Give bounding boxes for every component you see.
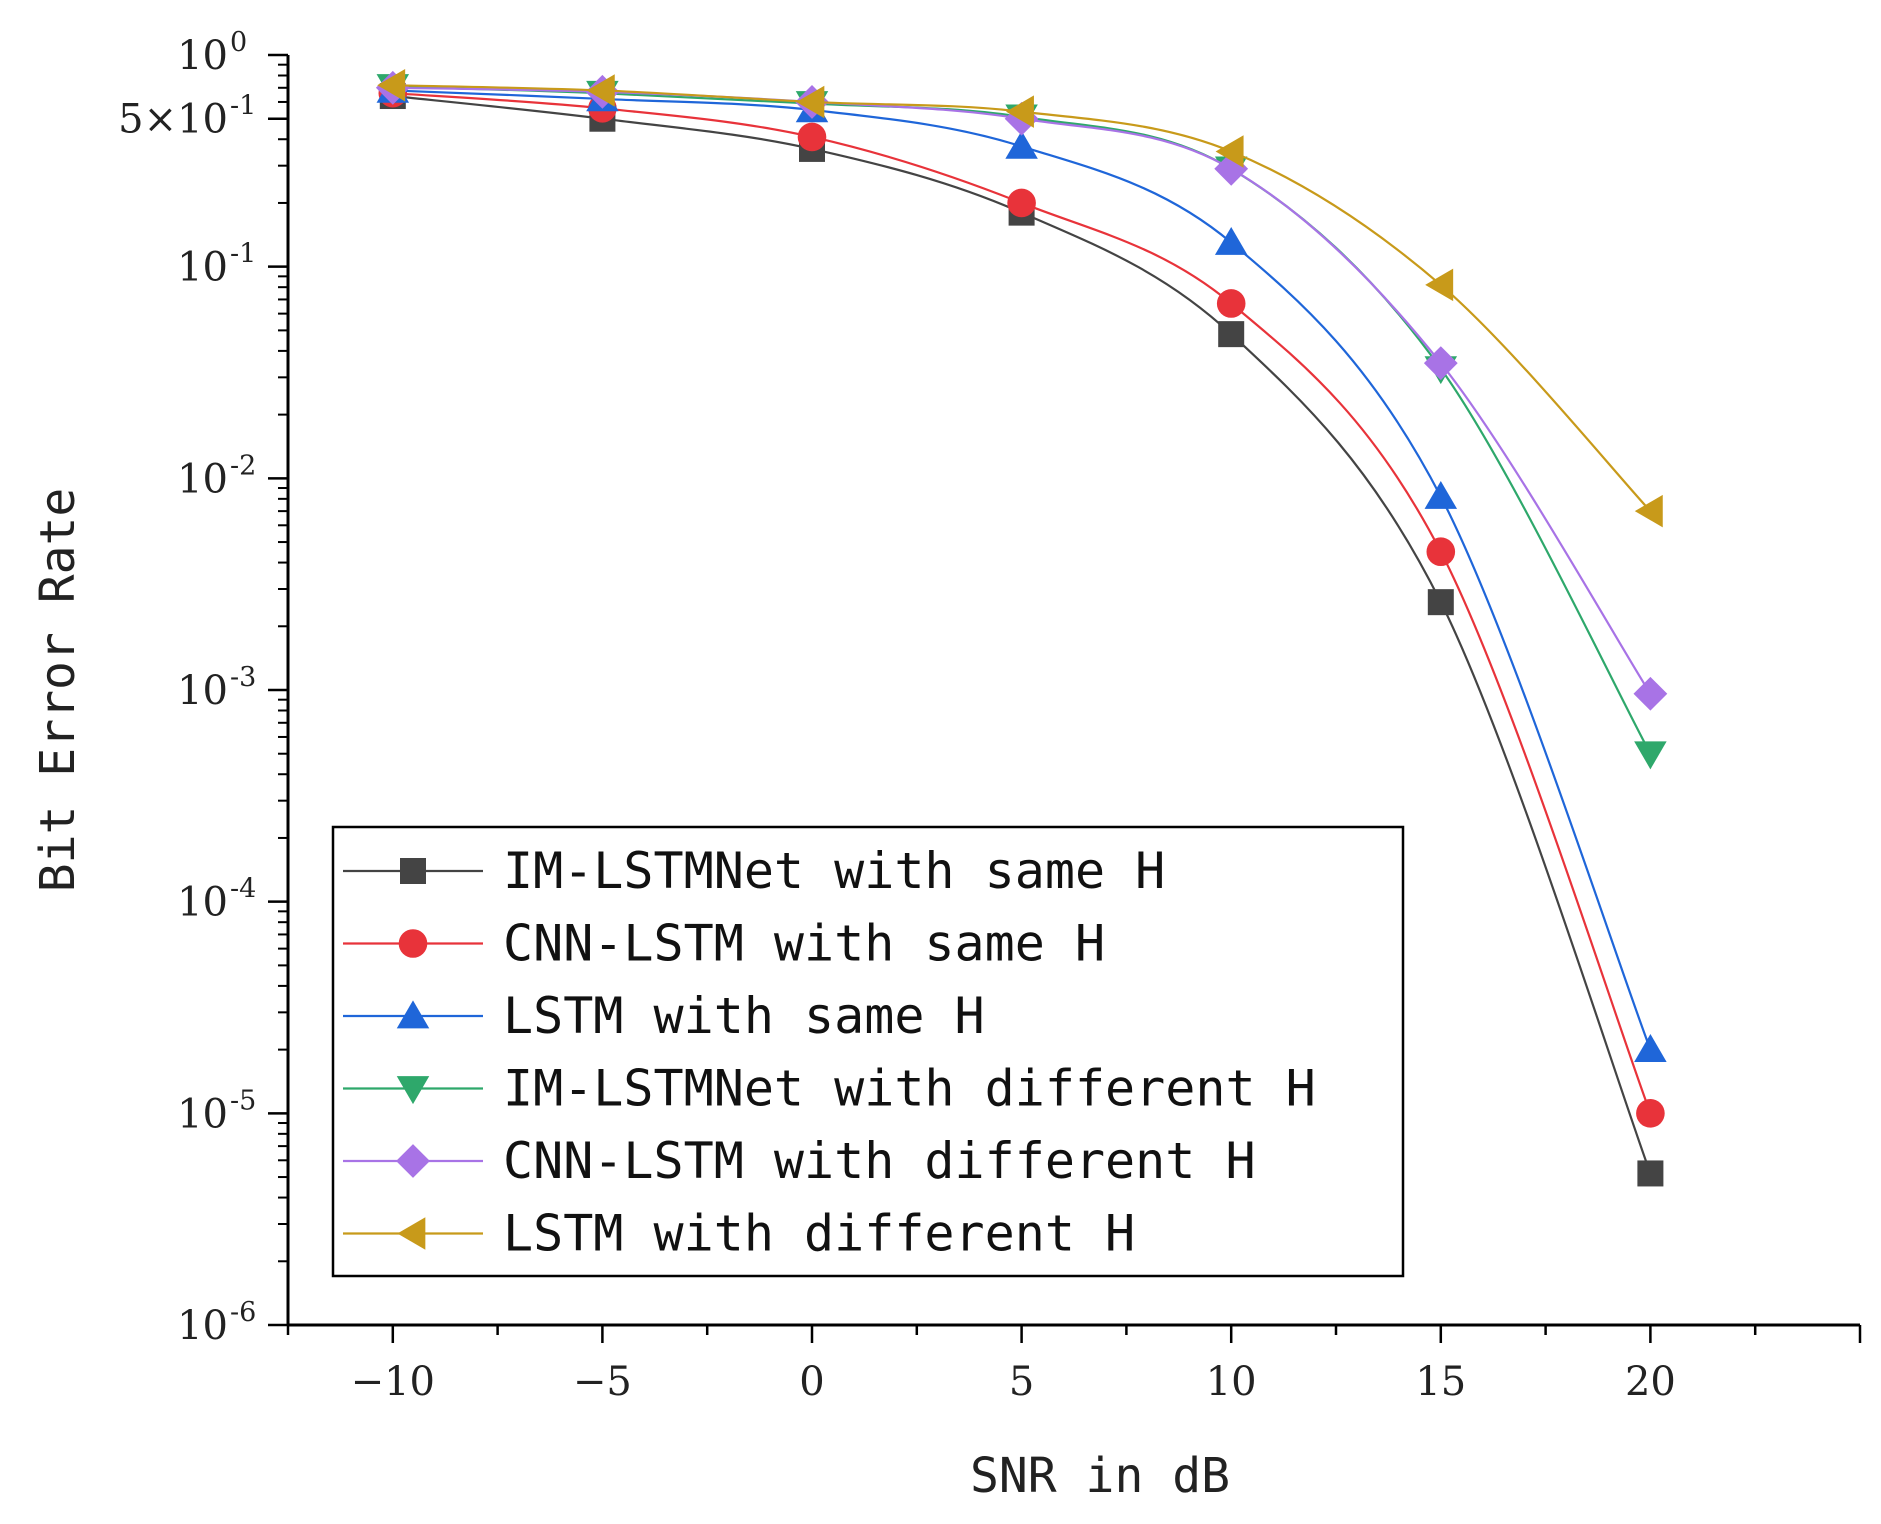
data-point — [1215, 135, 1244, 168]
data-point — [1634, 494, 1663, 528]
x-tick-label: 10 — [1206, 1359, 1257, 1405]
x-tick-label: −10 — [351, 1359, 435, 1405]
y-tick-label: 10 — [177, 33, 228, 79]
series-line — [392, 85, 1652, 755]
data-point — [1007, 188, 1036, 218]
data-point — [1218, 321, 1245, 348]
data-point — [1214, 151, 1249, 186]
y-tick-label: 10 — [177, 456, 228, 502]
legend-entry: IM-LSTMNet with different H — [343, 1060, 1316, 1118]
legend-label: LSTM with same H — [503, 987, 985, 1045]
legend-marker — [396, 1076, 430, 1105]
y-tick-exponent: 0 — [230, 27, 247, 58]
y-axis-title: Bit Error Rate — [30, 488, 86, 893]
data-point — [1006, 95, 1034, 128]
axes — [268, 53, 1862, 1343]
y-tick-label: 10 — [177, 245, 228, 291]
series-line — [392, 94, 1652, 1174]
legend-label: CNN-LSTM with different H — [503, 1132, 1256, 1190]
legend-marker — [397, 1217, 426, 1250]
series-layer — [375, 68, 1668, 1187]
y-tick-label: 10 — [177, 668, 228, 714]
y-tick-exponent: -1 — [230, 239, 256, 270]
y-tick-label: 10 — [177, 1303, 228, 1349]
data-point — [1427, 589, 1454, 616]
legend-entry: LSTM with same H — [343, 987, 985, 1045]
series-5 — [375, 70, 1668, 711]
data-point — [1426, 537, 1456, 567]
data-point — [586, 74, 615, 107]
data-point — [1634, 741, 1667, 770]
legend-label: IM-LSTMNet with same H — [503, 842, 1165, 900]
series-line — [392, 89, 1652, 1051]
y-tick-label: 5×10 — [118, 97, 228, 143]
y-tick-label: 10 — [177, 1091, 228, 1137]
legend-marker — [398, 929, 428, 958]
legend-box — [331, 825, 1405, 1278]
legend-entry: CNN-LSTM with different H — [343, 1132, 1256, 1190]
y-tick-exponent: -3 — [230, 662, 256, 693]
legend-marker — [396, 1000, 430, 1029]
series-4 — [376, 74, 1667, 770]
legend-label: CNN-LSTM with same H — [503, 915, 1105, 973]
x-tick-label: 0 — [799, 1359, 824, 1405]
y-tick-exponent: -4 — [230, 874, 256, 905]
legend-entry: CNN-LSTM with same H — [343, 915, 1105, 973]
data-point — [1633, 676, 1668, 711]
legend-entry: IM-LSTMNet with same H — [343, 842, 1165, 900]
y-tick-exponent: -1 — [230, 91, 256, 122]
x-axis-title: SNR in dB — [970, 1448, 1230, 1504]
data-point — [1636, 1099, 1665, 1128]
data-point — [1005, 130, 1038, 159]
data-point — [1423, 346, 1458, 381]
y-tick-label: 10 — [177, 880, 228, 926]
series-line — [392, 92, 1652, 1114]
data-point — [377, 68, 406, 102]
data-point — [796, 85, 825, 119]
legend-marker — [396, 1144, 430, 1178]
y-tick-exponent: -6 — [230, 1297, 256, 1328]
data-point — [1634, 1034, 1667, 1062]
data-point — [1637, 1160, 1664, 1187]
y-tick-exponent: -5 — [230, 1085, 256, 1116]
legend-marker — [400, 858, 426, 884]
x-tick-label: 15 — [1415, 1359, 1466, 1405]
x-tick-label: 20 — [1625, 1359, 1676, 1405]
series-6 — [377, 68, 1663, 528]
data-point — [1424, 480, 1458, 509]
legend: IM-LSTMNet with same H CNN-LSTM with same… — [331, 825, 1405, 1278]
legend-label: LSTM with different H — [503, 1205, 1135, 1263]
x-tick-label: 5 — [1009, 1359, 1034, 1405]
data-point — [1425, 268, 1454, 302]
data-point — [797, 122, 827, 152]
data-point — [1216, 289, 1246, 318]
series-line — [392, 86, 1652, 695]
legend-label: IM-LSTMNet with different H — [503, 1060, 1316, 1118]
y-tick-exponent: -2 — [230, 450, 256, 481]
data-point — [1214, 226, 1248, 255]
x-tick-label: −5 — [573, 1359, 632, 1405]
legend-entry: LSTM with different H — [343, 1205, 1135, 1263]
